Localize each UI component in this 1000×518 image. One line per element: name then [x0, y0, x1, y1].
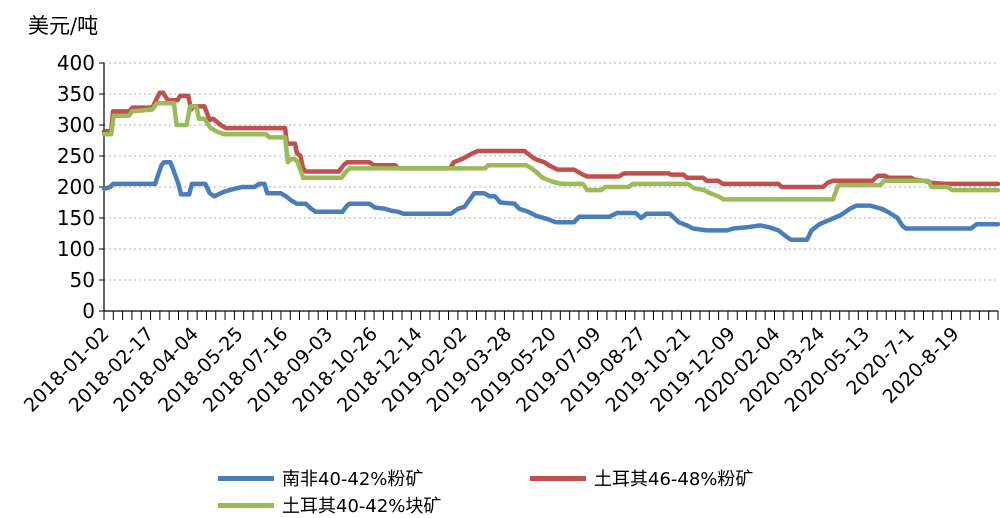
y-axis-unit-label: 美元/吨 — [28, 14, 99, 38]
legend-swatch-turkey-fines — [530, 475, 586, 481]
y-tick-label: 400 — [57, 51, 95, 75]
legend-item-south-africa: 南非40-42%粉矿 — [218, 465, 423, 491]
y-tick-label: 0 — [82, 299, 95, 323]
y-tick-label: 150 — [57, 206, 95, 230]
legend-label-turkey-lump: 土耳其40-42%块矿 — [282, 496, 442, 517]
y-tick-label: 200 — [57, 175, 95, 199]
y-tick-label: 350 — [57, 82, 95, 106]
legend-item-turkey-fines: 土耳其46-48%粉矿 — [530, 465, 753, 491]
series-lines — [101, 90, 1000, 242]
legend-swatch-south-africa — [218, 475, 274, 481]
series-line-1 — [101, 90, 1000, 190]
series-line-0 — [101, 159, 1000, 242]
series-line-2 — [101, 101, 1000, 202]
legend-item-turkey-lump: 土耳其40-42%块矿 — [218, 492, 441, 518]
x-axis: 2018-01-022018-02-172018-04-042018-05-25… — [20, 310, 999, 417]
legend-label-south-africa: 南非40-42%粉矿 — [282, 469, 424, 490]
gridlines — [104, 62, 998, 281]
y-axis: 0 50 100 150 200 250 300 350 400 — [57, 51, 105, 323]
y-tick-label: 50 — [70, 268, 95, 292]
legend-label-turkey-fines: 土耳其46-48%粉矿 — [594, 469, 754, 490]
y-tick-label: 100 — [57, 237, 95, 261]
y-tick-label: 250 — [57, 144, 95, 168]
legend-swatch-turkey-lump — [218, 502, 274, 508]
y-tick-label: 300 — [57, 113, 95, 137]
